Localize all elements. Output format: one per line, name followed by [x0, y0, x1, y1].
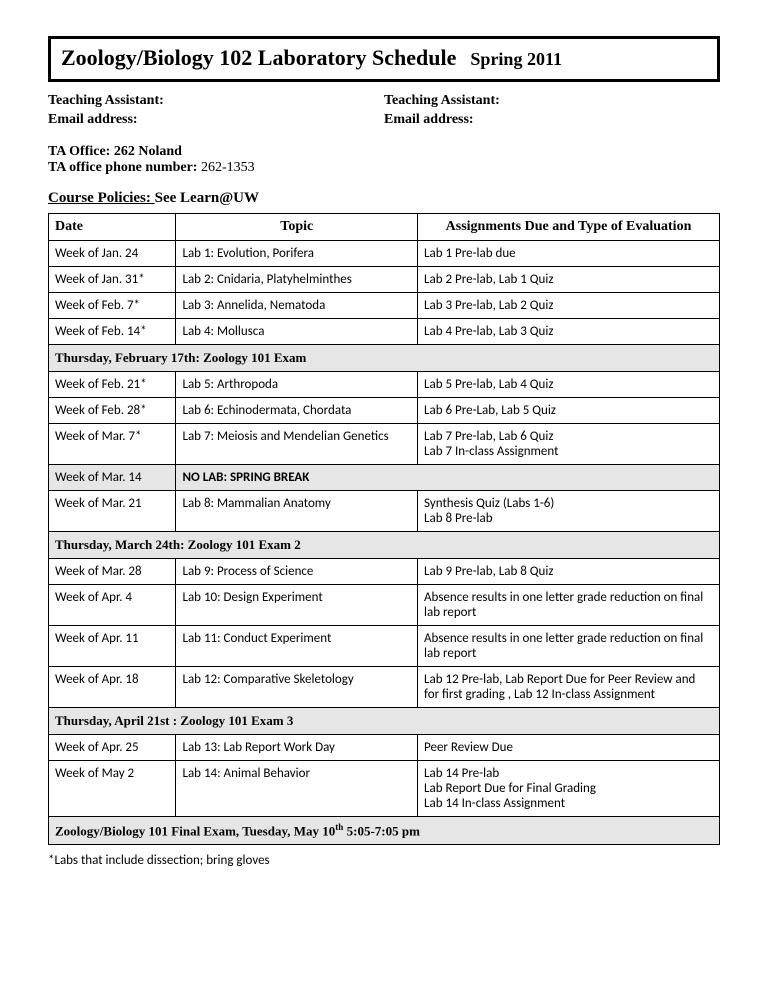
spring-break-row: Week of Mar. 14 NO LAB: SPRING BREAK — [49, 464, 720, 490]
title-box: Zoology/Biology 102 Laboratory Schedule … — [48, 36, 720, 82]
phone-label: TA office phone number: — [48, 160, 201, 175]
topic-cell: Lab 5: Arthropoda — [176, 371, 418, 397]
spring-break-date: Week of Mar. 14 — [49, 464, 176, 490]
date-cell: Week of Feb. 28* — [49, 397, 176, 423]
table-row: Week of Apr. 25 Lab 13: Lab Report Work … — [49, 734, 720, 760]
topic-cell: Lab 8: Mammalian Anatomy — [176, 490, 418, 531]
schedule-table: Date Topic Assignments Due and Type of E… — [48, 213, 720, 845]
date-cell: Week of Feb. 7* — [49, 292, 176, 318]
table-row: Week of May 2 Lab 14: Animal Behavior La… — [49, 760, 720, 816]
assign-cell: Peer Review Due — [418, 734, 720, 760]
assign-cell: Lab 14 Pre-labLab Report Due for Final G… — [418, 760, 720, 816]
assign-cell: Lab 3 Pre-lab, Lab 2 Quiz — [418, 292, 720, 318]
date-cell: Week of Apr. 11 — [49, 625, 176, 666]
office-value: 262 Noland — [114, 144, 182, 159]
ta-info-right: Teaching Assistant: Email address: — [384, 92, 720, 130]
topic-cell: Lab 11: Conduct Experiment — [176, 625, 418, 666]
topic-cell: Lab 7: Meiosis and Mendelian Genetics — [176, 423, 418, 464]
table-row: Week of Apr. 11 Lab 11: Conduct Experime… — [49, 625, 720, 666]
topic-cell: Lab 10: Design Experiment — [176, 584, 418, 625]
assign-cell: Absence results in one letter grade redu… — [418, 584, 720, 625]
table-row: Week of Feb. 7* Lab 3: Annelida, Nematod… — [49, 292, 720, 318]
ta-info-row: Teaching Assistant: Email address: Teach… — [48, 92, 720, 130]
exam-banner-row: Thursday, March 24th: Zoology 101 Exam 2 — [49, 531, 720, 558]
assign-cell: Lab 2 Pre-lab, Lab 1 Quiz — [418, 266, 720, 292]
date-cell: Week of Feb. 14* — [49, 318, 176, 344]
table-row: Week of Mar. 28 Lab 9: Process of Scienc… — [49, 558, 720, 584]
email-label-right: Email address: — [384, 112, 474, 127]
course-policies: Course Policies: See Learn@UW — [48, 190, 720, 207]
assign-cell: Lab 4 Pre-lab, Lab 3 Quiz — [418, 318, 720, 344]
footnote: *Labs that include dissection; bring glo… — [48, 853, 720, 868]
course-term: Spring 2011 — [470, 49, 562, 69]
table-row: Week of Jan. 31* Lab 2: Cnidaria, Platyh… — [49, 266, 720, 292]
ta-label-right: Teaching Assistant: — [384, 93, 500, 108]
col-date: Date — [49, 213, 176, 240]
page: Zoology/Biology 102 Laboratory Schedule … — [0, 0, 768, 904]
table-row: Week of Jan. 24 Lab 1: Evolution, Porife… — [49, 240, 720, 266]
assign-cell: Lab 6 Pre-Lab, Lab 5 Quiz — [418, 397, 720, 423]
date-cell: Week of Apr. 4 — [49, 584, 176, 625]
assign-cell: Lab 5 Pre-lab, Lab 4 Quiz — [418, 371, 720, 397]
assign-cell: Lab 12 Pre-lab, Lab Report Due for Peer … — [418, 666, 720, 707]
topic-cell: Lab 9: Process of Science — [176, 558, 418, 584]
topic-cell: Lab 2: Cnidaria, Platyhelminthes — [176, 266, 418, 292]
office-info: TA Office: 262 Noland TA office phone nu… — [48, 144, 720, 176]
exam-banner-3: Thursday, April 21st : Zoology 101 Exam … — [49, 707, 720, 734]
date-cell: Week of Apr. 25 — [49, 734, 176, 760]
topic-cell: Lab 6: Echinodermata, Chordata — [176, 397, 418, 423]
topic-cell: Lab 3: Annelida, Nematoda — [176, 292, 418, 318]
date-cell: Week of Mar. 28 — [49, 558, 176, 584]
table-header-row: Date Topic Assignments Due and Type of E… — [49, 213, 720, 240]
exam-banner-1: Thursday, February 17th: Zoology 101 Exa… — [49, 344, 720, 371]
table-row: Week of Mar. 21 Lab 8: Mammalian Anatomy… — [49, 490, 720, 531]
office-label: TA Office: — [48, 144, 114, 159]
policies-rest: See Learn@UW — [155, 190, 259, 206]
policies-underlined: Course Policies: — [48, 190, 155, 206]
date-cell: Week of Jan. 31* — [49, 266, 176, 292]
email-label-left: Email address: — [48, 112, 138, 127]
date-cell: Week of Mar. 21 — [49, 490, 176, 531]
topic-cell: Lab 13: Lab Report Work Day — [176, 734, 418, 760]
final-banner-post: 5:05-7:05 pm — [343, 823, 420, 838]
exam-banner-2: Thursday, March 24th: Zoology 101 Exam 2 — [49, 531, 720, 558]
date-cell: Week of Apr. 18 — [49, 666, 176, 707]
phone-value: 262-1353 — [201, 160, 255, 175]
table-row: Week of Apr. 18 Lab 12: Comparative Skel… — [49, 666, 720, 707]
table-row: Week of Feb. 21* Lab 5: Arthropoda Lab 5… — [49, 371, 720, 397]
course-title: Zoology/Biology 102 Laboratory Schedule — [61, 45, 456, 70]
topic-cell: Lab 4: Mollusca — [176, 318, 418, 344]
ta-label-left: Teaching Assistant: — [48, 93, 164, 108]
date-cell: Week of May 2 — [49, 760, 176, 816]
final-exam-row: Zoology/Biology 101 Final Exam, Tuesday,… — [49, 816, 720, 844]
assign-cell: Lab 7 Pre-lab, Lab 6 QuizLab 7 In-class … — [418, 423, 720, 464]
final-banner-pre: Zoology/Biology 101 Final Exam, Tuesday,… — [55, 823, 335, 838]
exam-banner-row: Thursday, February 17th: Zoology 101 Exa… — [49, 344, 720, 371]
exam-banner-row: Thursday, April 21st : Zoology 101 Exam … — [49, 707, 720, 734]
date-cell: Week of Mar. 7* — [49, 423, 176, 464]
ta-info-left: Teaching Assistant: Email address: — [48, 92, 384, 130]
spring-break-text: NO LAB: SPRING BREAK — [176, 464, 720, 490]
date-cell: Week of Jan. 24 — [49, 240, 176, 266]
assign-cell: Lab 9 Pre-lab, Lab 8 Quiz — [418, 558, 720, 584]
topic-cell: Lab 12: Comparative Skeletology — [176, 666, 418, 707]
table-row: Week of Apr. 4 Lab 10: Design Experiment… — [49, 584, 720, 625]
table-row: Week of Feb. 14* Lab 4: Mollusca Lab 4 P… — [49, 318, 720, 344]
topic-cell: Lab 1: Evolution, Porifera — [176, 240, 418, 266]
col-assign: Assignments Due and Type of Evaluation — [418, 213, 720, 240]
table-row: Week of Feb. 28* Lab 6: Echinodermata, C… — [49, 397, 720, 423]
assign-cell: Lab 1 Pre-lab due — [418, 240, 720, 266]
table-row: Week of Mar. 7* Lab 7: Meiosis and Mende… — [49, 423, 720, 464]
date-cell: Week of Feb. 21* — [49, 371, 176, 397]
topic-cell: Lab 14: Animal Behavior — [176, 760, 418, 816]
col-topic: Topic — [176, 213, 418, 240]
assign-cell: Absence results in one letter grade redu… — [418, 625, 720, 666]
assign-cell: Synthesis Quiz (Labs 1-6)Lab 8 Pre-lab — [418, 490, 720, 531]
final-exam-banner: Zoology/Biology 101 Final Exam, Tuesday,… — [49, 816, 720, 844]
